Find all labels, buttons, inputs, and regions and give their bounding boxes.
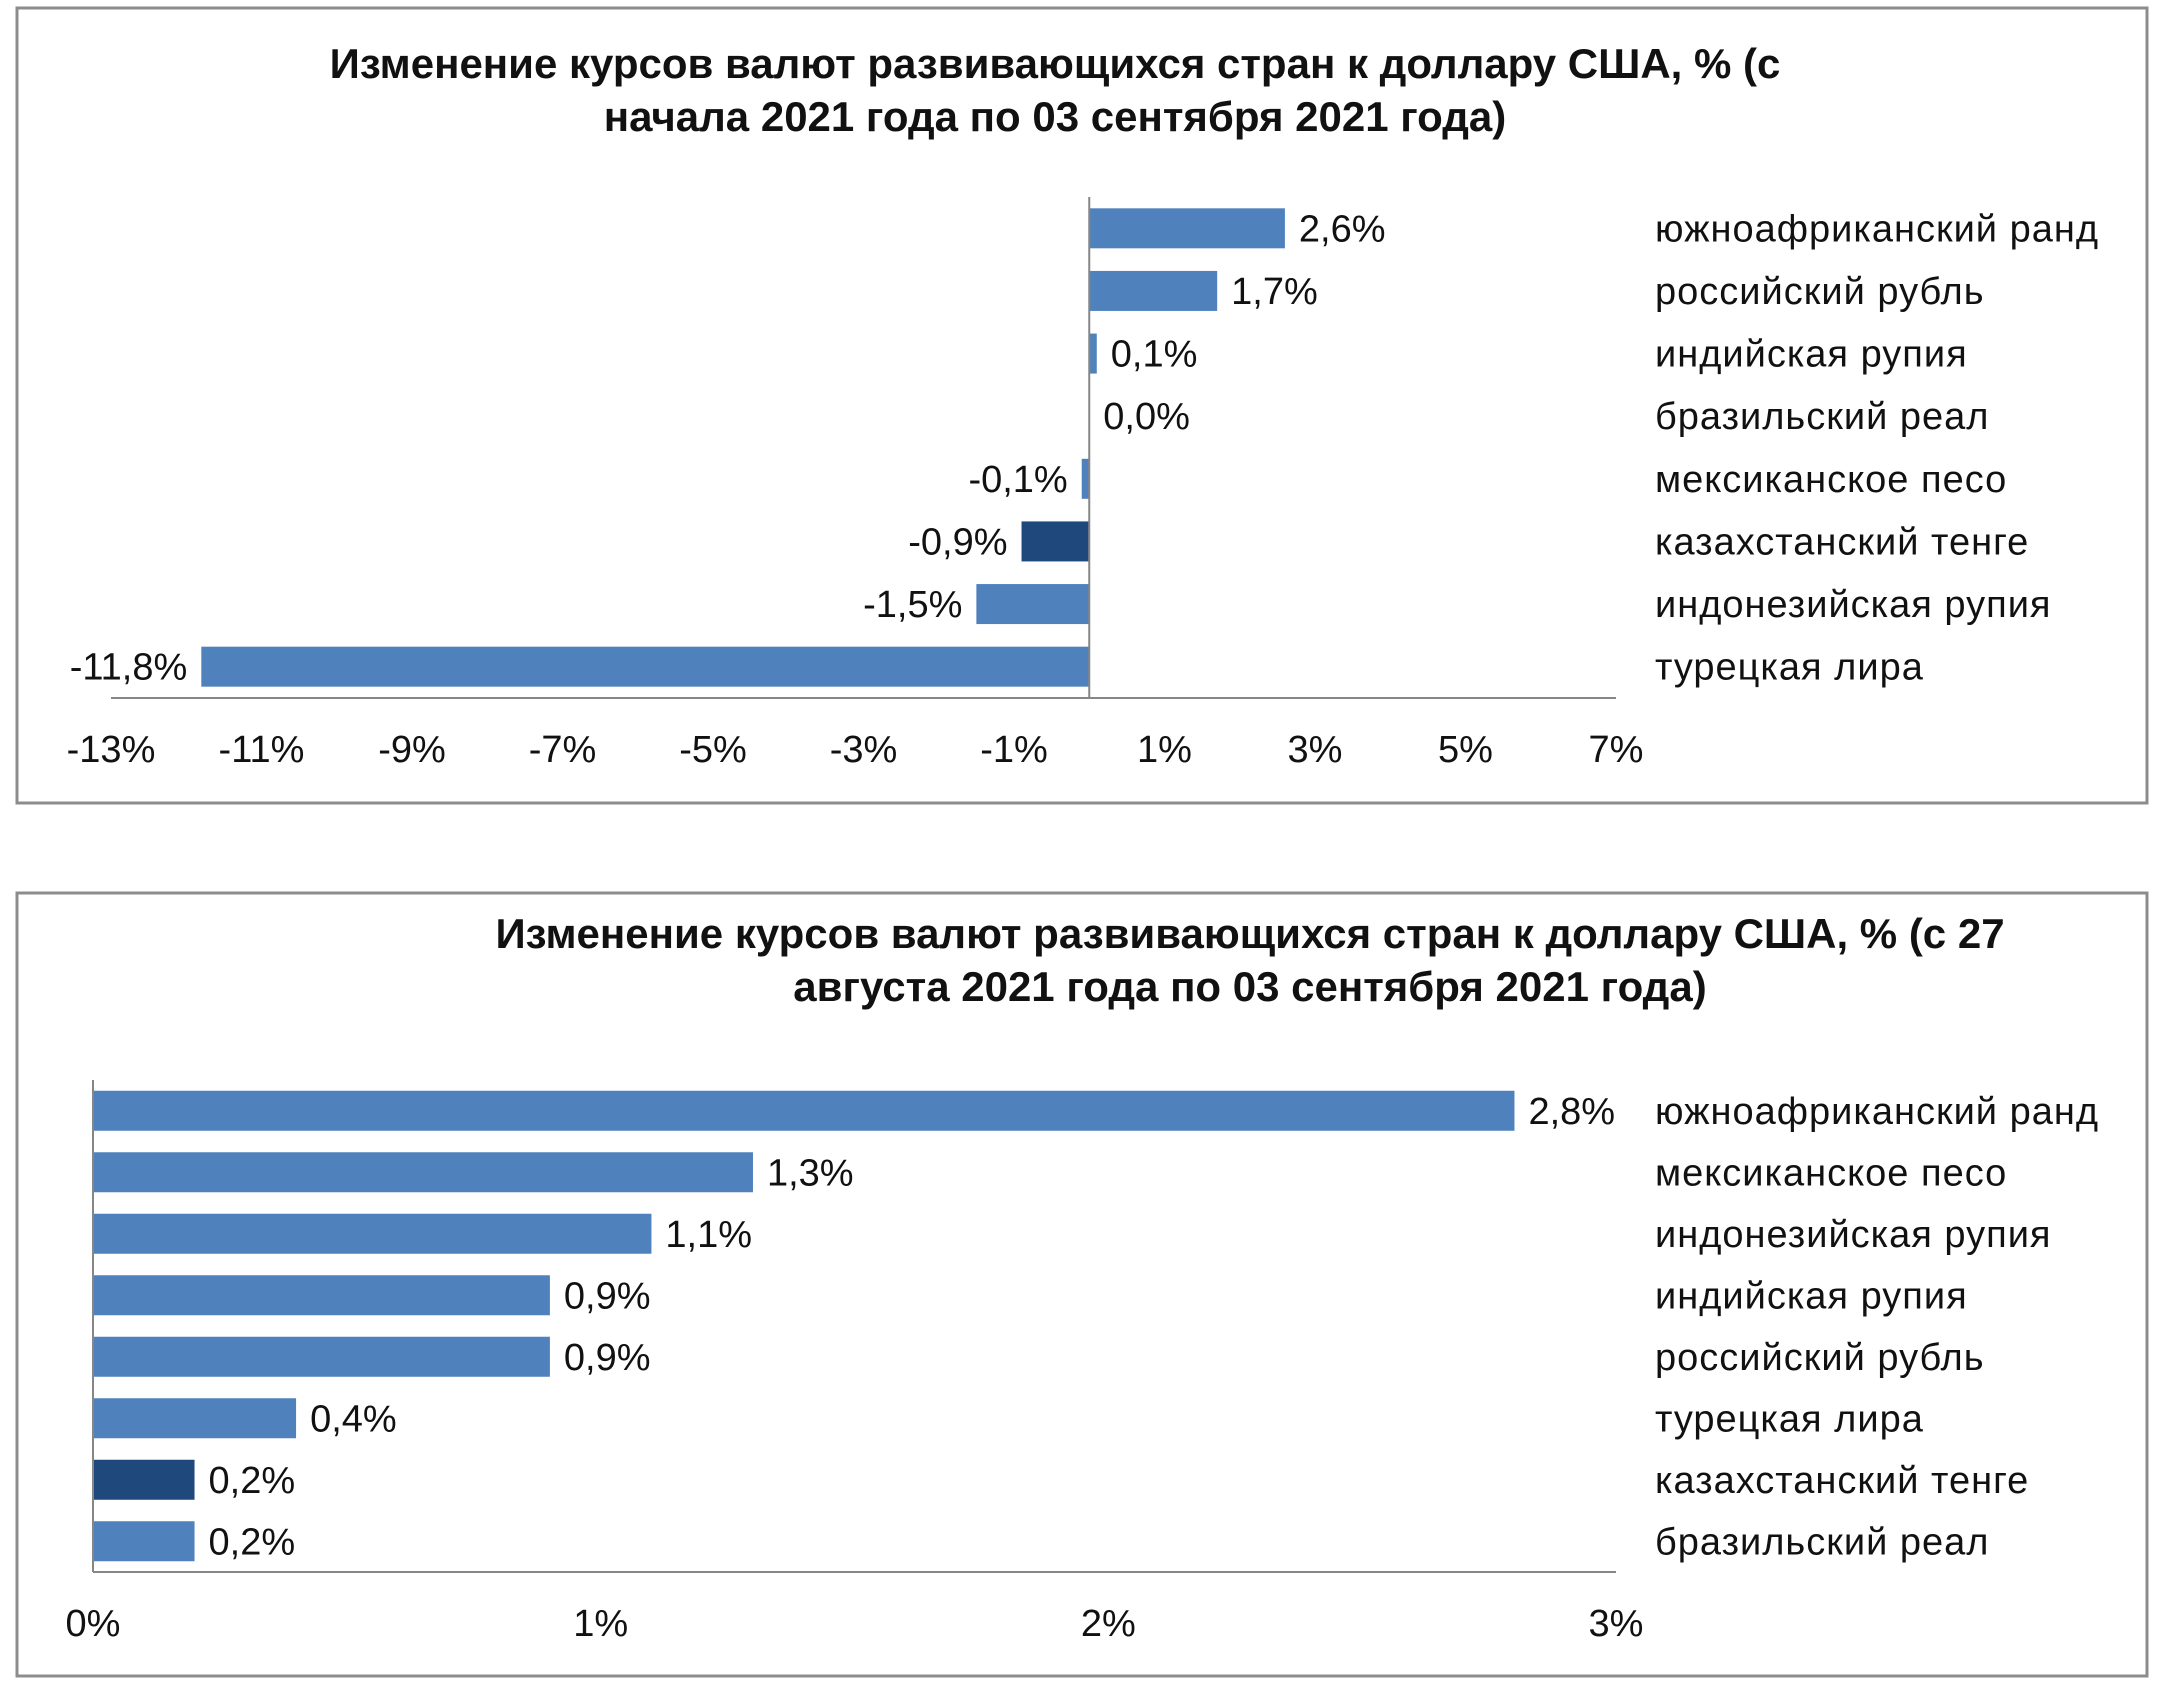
- chart-2-x-tick-label: 0%: [66, 1603, 121, 1645]
- chart-2-value-label: 0,4%: [310, 1398, 397, 1440]
- chart-2-category-label: индонезийская рупия: [1655, 1214, 2052, 1256]
- chart-1-bar: [1021, 521, 1090, 562]
- chart-1-value-label: -11,8%: [70, 647, 188, 689]
- chart-2-bar: [93, 1275, 550, 1316]
- chart-2-category-label: южноафриканский ранд: [1655, 1091, 2099, 1133]
- chart-1-value-label: 1,7%: [1231, 271, 1318, 313]
- chart-1-x-tick-label: 1%: [1137, 729, 1192, 771]
- chart-1-value-label: 0,0%: [1103, 396, 1190, 438]
- chart-1-title-line-1: Изменение курсов валют развивающихся стр…: [330, 40, 1781, 87]
- chart-2-title-line-2: августа 2021 года по 03 сентября 2021 го…: [793, 963, 1706, 1010]
- chart-1-x-tick-label: -1%: [980, 729, 1048, 771]
- chart-1-bar: [976, 584, 1090, 625]
- chart-2-bar: [93, 1459, 195, 1500]
- chart-1-category-label: южноафриканский ранд: [1655, 208, 2099, 250]
- chart-1-value-label: 0,1%: [1111, 334, 1198, 376]
- chart-1-bar: [1089, 270, 1218, 311]
- chart-1-x-tick-label: -7%: [529, 729, 597, 771]
- chart-2-value-label: 0,2%: [209, 1521, 296, 1563]
- chart-1-value-label: -0,1%: [968, 459, 1067, 501]
- chart-2-value-label: 2,8%: [1528, 1091, 1615, 1133]
- chart-2-plot: 2,8% южноафриканский ранд 1,3% мексиканское…: [66, 1080, 2099, 1645]
- chart-1-x-tick-label: -3%: [830, 729, 898, 771]
- chart-2-title-line-1: Изменение курсов валют развивающихся стр…: [495, 910, 2004, 957]
- chart-1-category-label: казахстанский тенге: [1655, 521, 2029, 563]
- chart-2-x-tick-label: 3%: [1589, 1603, 1644, 1645]
- chart-1-x-tick-label: -9%: [378, 729, 446, 771]
- chart-2-x-tick-label: 2%: [1081, 1603, 1136, 1645]
- chart-1-category-label: бразильский реал: [1655, 396, 1989, 438]
- chart-1-x-tick-label: -11%: [219, 729, 305, 771]
- chart-1-category-label: индийская рупия: [1655, 334, 1968, 376]
- chart-1-category-label: индонезийская рупия: [1655, 584, 2052, 626]
- chart-2-value-label: 0,9%: [564, 1275, 651, 1317]
- chart-2-category-label: российский рубль: [1655, 1337, 1985, 1379]
- chart-2-category-label: казахстанский тенге: [1655, 1460, 2029, 1502]
- chart-1-x-tick-label: -13%: [67, 729, 156, 771]
- chart-1-value-label: 2,6%: [1299, 208, 1386, 250]
- chart-1-x-tick-label: -5%: [679, 729, 747, 771]
- chart-2-value-label: 1,3%: [767, 1152, 854, 1194]
- chart-2-category-label: индийская рупия: [1655, 1275, 1968, 1317]
- chart-2-category-label: мексиканское песо: [1655, 1152, 2007, 1194]
- chart-1-x-tick-label: 7%: [1589, 729, 1644, 771]
- chart-2-category-label: турецкая лира: [1655, 1398, 1924, 1440]
- chart-2-bar: [93, 1152, 753, 1193]
- chart-2-category-label: бразильский реал: [1655, 1521, 1989, 1563]
- chart-1-value-label: -1,5%: [863, 584, 962, 626]
- chart-1-bar: [201, 646, 1090, 687]
- chart-1-title-line-2: начала 2021 года по 03 сентября 2021 год…: [604, 93, 1507, 140]
- chart-1-plot: 2,6% южноафриканский ранд 1,7% российский р…: [67, 197, 2099, 771]
- chart-2-bar: [93, 1213, 652, 1254]
- chart-2-value-label: 0,9%: [564, 1337, 651, 1379]
- chart-1-category-label: мексиканское песо: [1655, 459, 2007, 501]
- chart-1-value-label: -0,9%: [908, 521, 1007, 563]
- chart-2-x-tick-label: 1%: [573, 1603, 628, 1645]
- chart-2-bar: [93, 1090, 1515, 1131]
- chart-1-x-tick-label: 3%: [1288, 729, 1343, 771]
- chart-2-bar: [93, 1521, 195, 1562]
- chart-2-value-label: 1,1%: [665, 1214, 752, 1256]
- chart-2-value-label: 0,2%: [209, 1460, 296, 1502]
- chart-2-bar: [93, 1398, 297, 1439]
- chart-1-x-tick-label: 5%: [1438, 729, 1493, 771]
- chart-1-category-label: турецкая лира: [1655, 647, 1924, 689]
- chart-2-bar: [93, 1336, 550, 1377]
- chart-1-bar: [1089, 208, 1285, 249]
- chart-1-category-label: российский рубль: [1655, 271, 1985, 313]
- chart-1-bar: [1089, 333, 1097, 374]
- chart-1-bar: [1081, 458, 1090, 499]
